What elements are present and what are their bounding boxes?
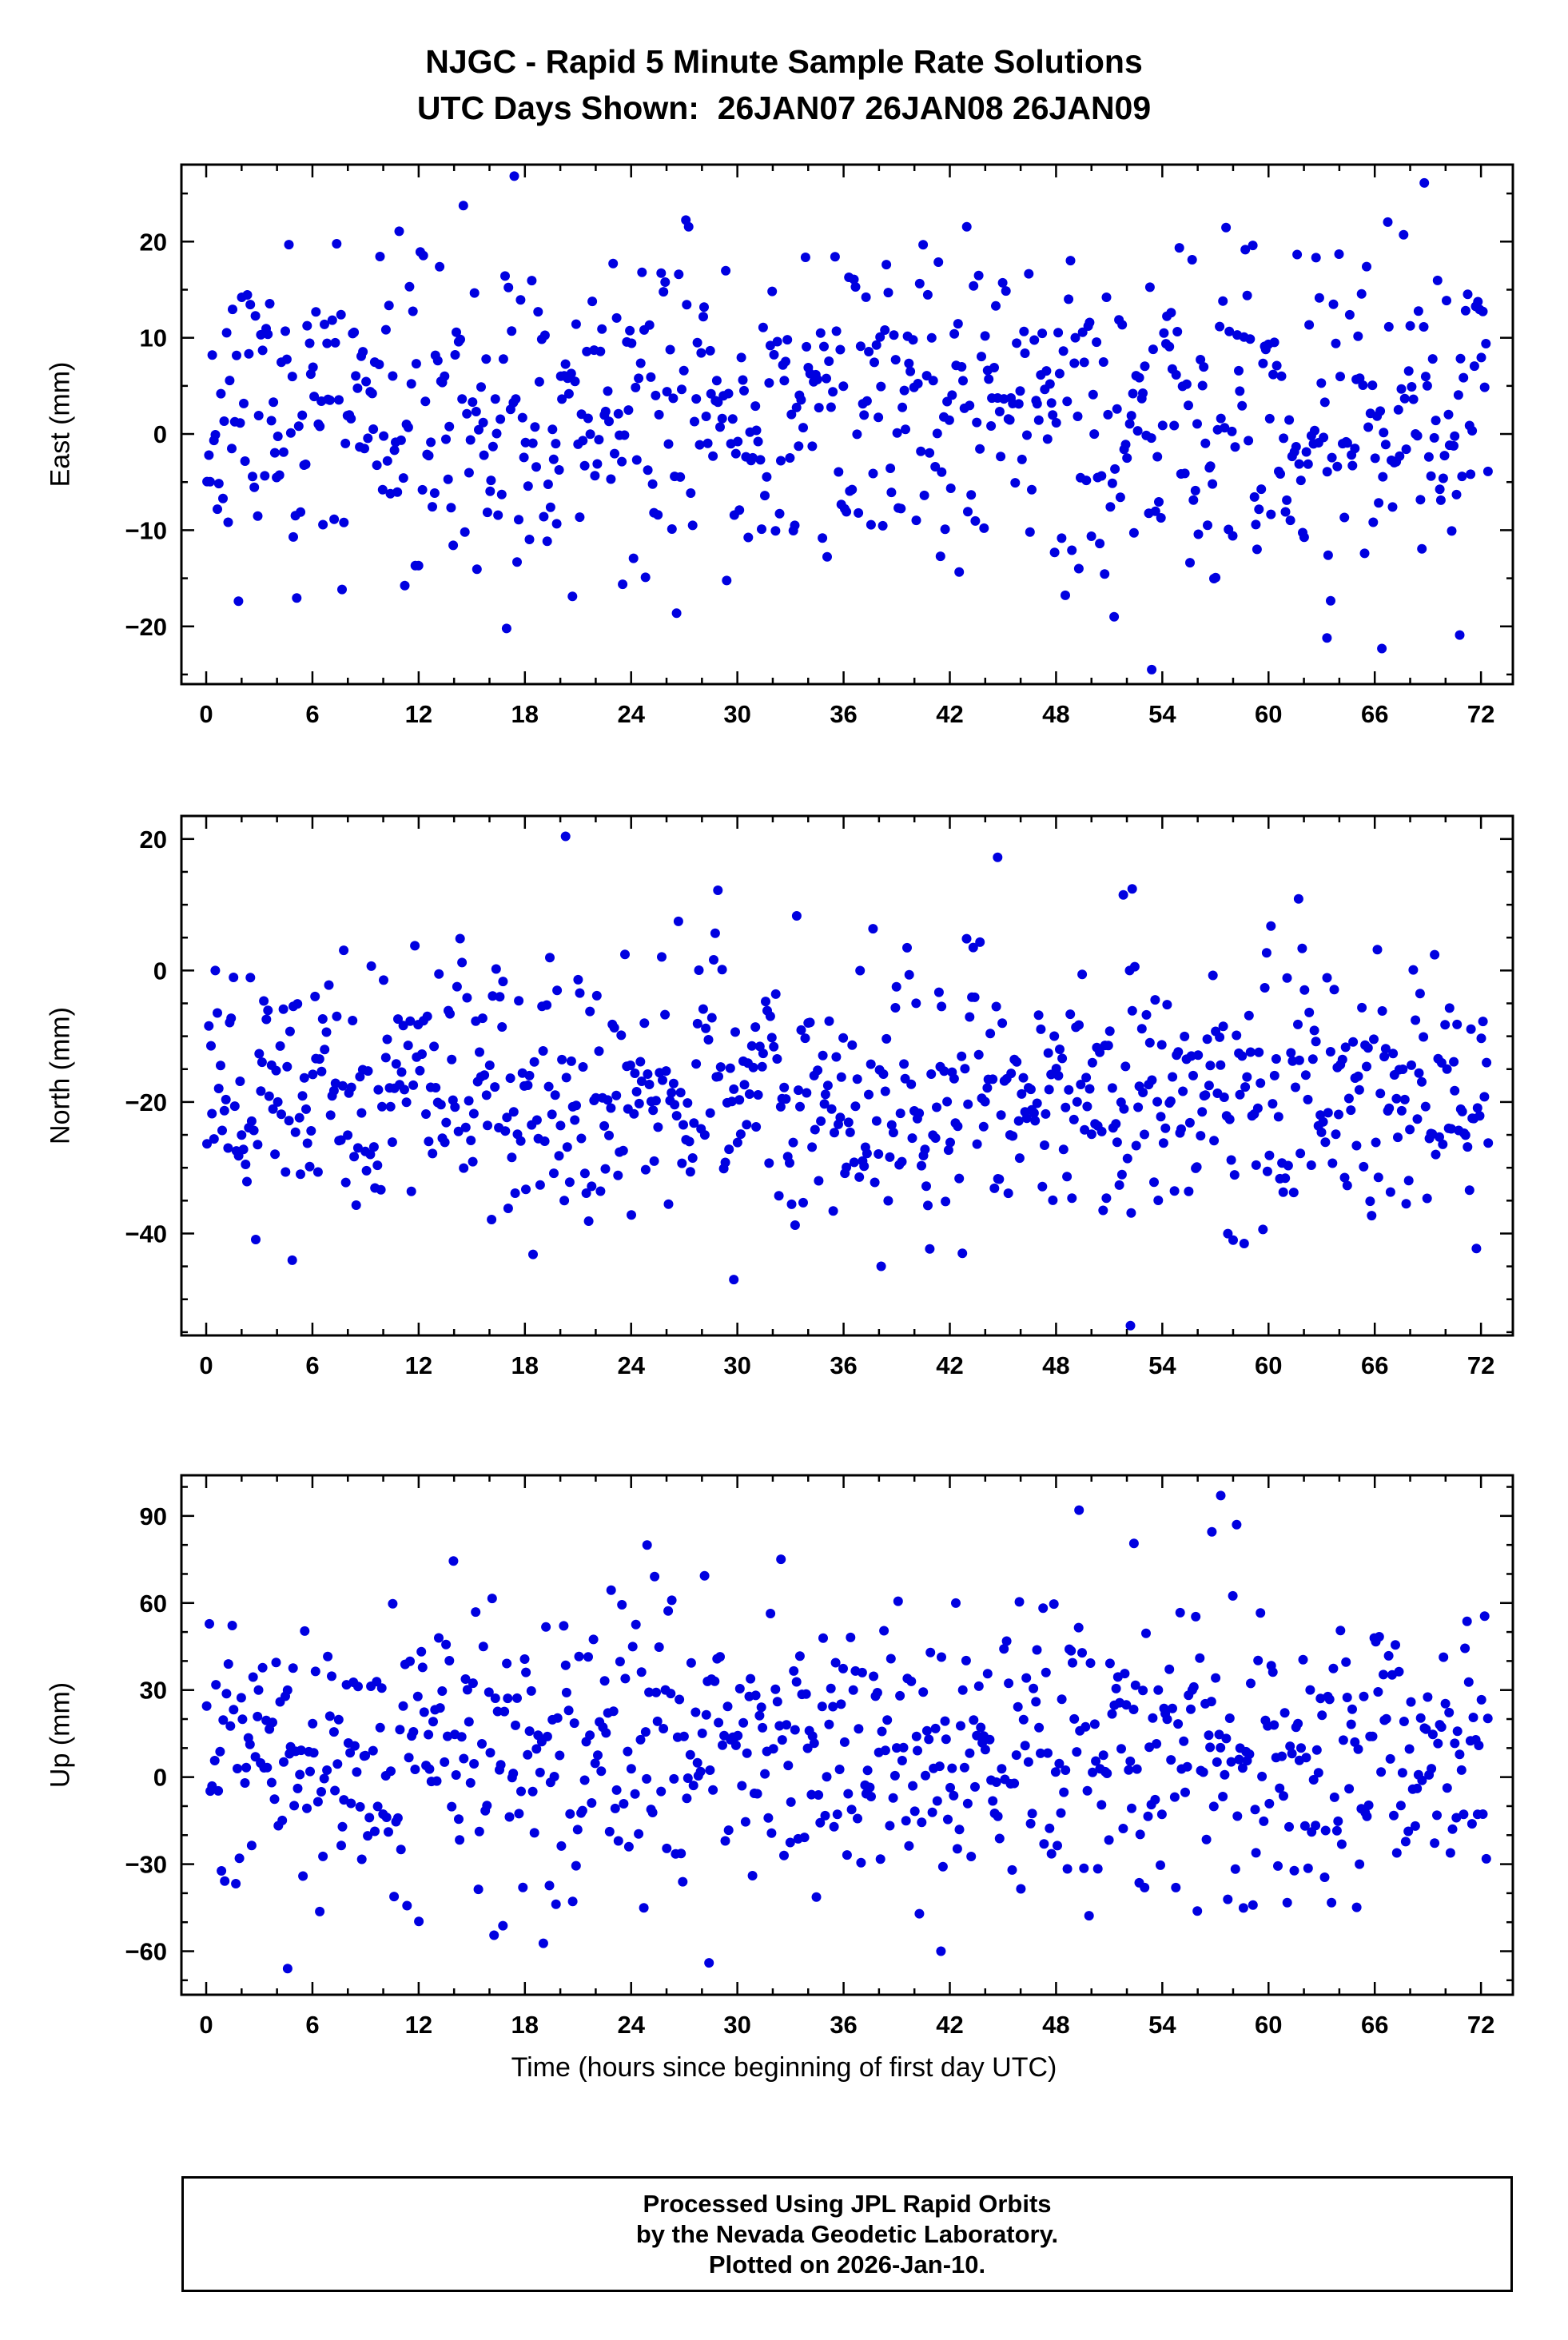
x-tick-label: 60 [1255,2011,1282,2039]
x-tick-label: 6 [305,1351,319,1379]
scatter-points-east [202,171,1493,675]
x-tick-label: 6 [305,2011,319,2039]
x-tick-label: 54 [1148,2011,1176,2039]
x-tick-label: 12 [405,2011,432,2039]
x-tick-label: 60 [1255,700,1282,728]
x-tick-label: 18 [511,1351,539,1379]
y-tick-label: 0 [153,1764,167,1792]
footer-line-3: Plotted on 2026-Jan-10. [708,2250,986,2278]
x-tick-label: 72 [1467,700,1494,728]
x-tick-label: 24 [617,700,645,728]
panel-up: 0 6 12 18 24 30 36 42 48 54 60 66 72 −60 −30 0 30 60 90 [125,1474,1514,2039]
x-tick-label: 48 [1042,2011,1069,2039]
footer-line-1: Processed Using JPL Rapid Orbits [643,2189,1052,2218]
x-tick-label: 42 [936,700,963,728]
tick-marks [181,165,1513,684]
y-tick-label: −20 [125,613,167,641]
x-tick-label: 66 [1361,1351,1388,1379]
x-axis-label: Time (hours since beginning of first day… [511,2052,1057,2083]
x-tick-label: 6 [305,700,319,728]
x-tick-label: 0 [199,1351,213,1379]
x-tick-label: 54 [1148,700,1176,728]
title-line-2: UTC Days Shown: 26JAN07 26JAN08 26JAN09 [416,90,1152,126]
x-tick-label: 0 [199,700,213,728]
x-tick-label: 72 [1467,2011,1494,2039]
y-tick-label: 10 [140,324,167,352]
tick-marks [181,816,1513,1335]
tick-marks [181,1475,1513,1995]
x-tick-label: 24 [617,2011,645,2039]
x-tick-label: 12 [405,1351,432,1379]
x-tick-label: 42 [936,1351,963,1379]
footer-box: Processed Using JPL Rapid Orbits by the … [181,2176,1513,2292]
y-tick-label: 20 [140,826,167,854]
x-tick-label: 30 [723,700,750,728]
x-tick-label: 54 [1148,1351,1176,1379]
x-tick-label: 30 [723,1351,750,1379]
x-tick-label: 48 [1042,700,1069,728]
panel-east: 0 6 12 18 24 30 36 42 48 54 60 66 72 −20 −10 0 10 20 [125,163,1514,728]
plot-frame [180,814,1514,1337]
y-tick-label: −20 [125,1088,167,1116]
scatter-points-up [201,1490,1493,1974]
y-tick-label: −30 [125,1851,167,1879]
x-tick-label: 30 [723,2011,750,2039]
x-tick-label: 36 [830,700,857,728]
y-axis-label-north: North (mm) [45,1007,76,1144]
x-tick-label: 36 [830,2011,857,2039]
y-axis-label-up: Up (mm) [45,1681,76,1789]
y-axis-label-east: East (mm) [45,361,76,488]
y-tick-label: 30 [140,1677,167,1705]
x-tick-label: 60 [1255,1351,1282,1379]
y-tick-label: 20 [140,228,167,256]
y-tick-label: 0 [153,957,167,985]
title-line-1: NJGC - Rapid 5 Minute Sample Rate Soluti… [425,43,1143,80]
x-tick-label: 48 [1042,1351,1069,1379]
panel-north: 0 6 12 18 24 30 36 42 48 54 60 66 72 −40 −20 0 20 [125,814,1514,1379]
x-tick-label: 72 [1467,1351,1494,1379]
y-tick-label: −60 [125,1938,167,1966]
x-tick-label: 24 [617,1351,645,1379]
x-tick-label: 18 [511,2011,539,2039]
x-tick-label: 0 [199,2011,213,2039]
x-tick-label: 66 [1361,2011,1388,2039]
y-tick-label: 60 [140,1590,167,1618]
scatter-points-north [202,831,1494,1331]
x-tick-label: 66 [1361,700,1388,728]
plot-frame [180,1474,1514,1996]
x-tick-label: 42 [936,2011,963,2039]
footer-line-2: by the Nevada Geodetic Laboratory. [635,2219,1059,2248]
x-tick-label: 12 [405,700,432,728]
x-tick-label: 18 [511,700,539,728]
plot-frame [180,163,1514,686]
y-tick-label: −10 [125,516,167,544]
y-tick-label: 0 [153,420,167,448]
y-tick-label: 90 [140,1502,167,1530]
y-tick-label: −40 [125,1220,167,1248]
x-tick-label: 36 [830,1351,857,1379]
chart-title: NJGC - Rapid 5 Minute Sample Rate Soluti… [0,38,1568,131]
